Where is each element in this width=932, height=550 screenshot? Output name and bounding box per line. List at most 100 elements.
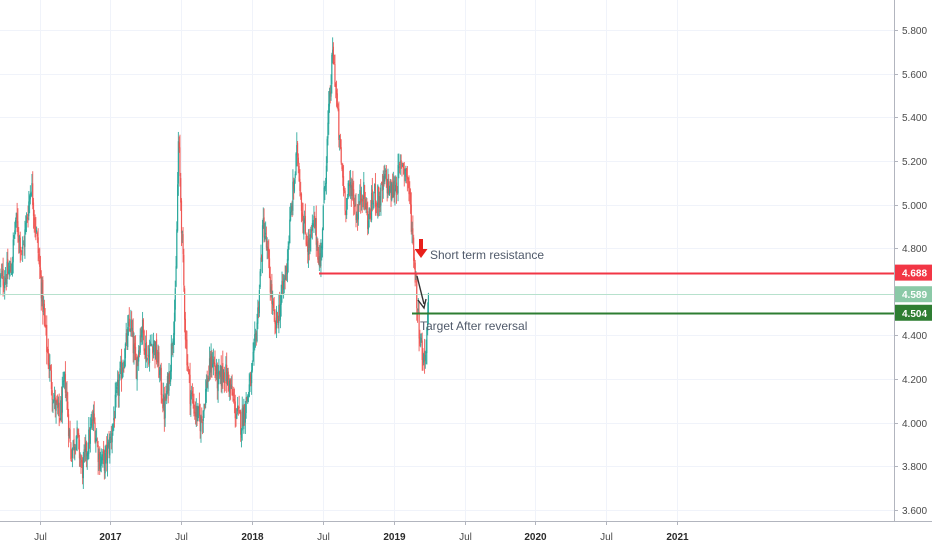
candle-body bbox=[20, 249, 22, 251]
candle-body bbox=[236, 405, 239, 412]
candle-body bbox=[148, 355, 150, 365]
short-term-resistance-annotation[interactable]: Short term resistance bbox=[414, 239, 545, 262]
candle-body bbox=[284, 275, 286, 279]
time-tick-label: Jul bbox=[600, 532, 613, 543]
grid bbox=[0, 0, 894, 521]
candle-body bbox=[99, 452, 101, 470]
candle-body bbox=[307, 239, 310, 255]
candle-body bbox=[68, 429, 70, 438]
candle-body bbox=[415, 278, 417, 280]
candle-body bbox=[90, 423, 92, 425]
candle-body bbox=[29, 193, 31, 200]
candle-body bbox=[368, 208, 370, 220]
horizontal-levels[interactable] bbox=[0, 272, 894, 315]
time-axis[interactable]: Jul 2017 Jul 2018 Jul 2019 Jul 2020 Jul 2021 bbox=[34, 521, 689, 543]
candle-body bbox=[140, 334, 142, 336]
candle-body bbox=[150, 343, 152, 345]
candle-body bbox=[321, 246, 323, 249]
candle-body bbox=[78, 439, 81, 459]
candle-body bbox=[188, 369, 190, 376]
candle-body bbox=[196, 407, 198, 422]
candle-body bbox=[229, 379, 232, 388]
candle-body bbox=[66, 391, 68, 400]
candle-body bbox=[313, 215, 315, 221]
candle-body bbox=[133, 344, 135, 354]
candle-body bbox=[358, 204, 360, 206]
candle-body bbox=[215, 371, 217, 377]
candle-body bbox=[42, 279, 44, 313]
candle-body bbox=[194, 412, 197, 417]
candle-body bbox=[106, 444, 108, 461]
candle-body bbox=[104, 453, 106, 474]
candle-body bbox=[355, 203, 357, 221]
candle-body bbox=[244, 413, 246, 423]
candle-body bbox=[335, 83, 337, 88]
candle-body bbox=[251, 362, 253, 371]
candle-body bbox=[57, 402, 60, 408]
target-annotation[interactable]: Target After reversal bbox=[416, 275, 527, 333]
candle-body bbox=[361, 198, 363, 202]
candle-body bbox=[0, 273, 3, 275]
candle-body bbox=[311, 223, 313, 231]
candle-body bbox=[159, 370, 161, 375]
candle-body bbox=[113, 417, 116, 422]
candle-body bbox=[91, 419, 93, 427]
resistance-price-tag: 4.688 bbox=[895, 264, 932, 281]
candle-body bbox=[232, 392, 234, 397]
candle-body bbox=[157, 351, 159, 363]
candle-body bbox=[400, 160, 402, 162]
candle-body bbox=[278, 304, 280, 324]
candle-body bbox=[59, 418, 61, 421]
candle-body bbox=[333, 62, 335, 64]
candle-body bbox=[114, 394, 116, 419]
price-tick-label: 4.000 bbox=[902, 419, 927, 430]
candle-body bbox=[108, 442, 110, 454]
candle-body bbox=[356, 213, 358, 220]
candle-body bbox=[264, 235, 266, 240]
candle-body bbox=[247, 395, 249, 402]
candle-body bbox=[195, 405, 197, 417]
candle-body bbox=[31, 183, 33, 192]
candle-body bbox=[167, 374, 169, 394]
candle-body bbox=[231, 386, 233, 396]
candle-body bbox=[164, 396, 166, 419]
candle-body bbox=[406, 176, 409, 180]
candle-body bbox=[377, 185, 379, 208]
candle-body bbox=[223, 372, 225, 383]
candle-body bbox=[353, 189, 355, 205]
candle-body bbox=[261, 255, 263, 260]
candle-body bbox=[207, 378, 209, 389]
candle-body bbox=[202, 410, 204, 421]
candle-body bbox=[420, 344, 422, 346]
candle-body bbox=[173, 312, 176, 335]
candle-body bbox=[177, 184, 179, 231]
candle-body bbox=[344, 190, 346, 211]
candle-body bbox=[128, 318, 130, 327]
candle-body bbox=[110, 438, 112, 440]
candle-body bbox=[391, 183, 393, 200]
candle-body bbox=[360, 198, 363, 200]
candle-body bbox=[324, 186, 326, 189]
candle-body bbox=[261, 225, 264, 262]
candle-body bbox=[155, 339, 158, 362]
candle-body bbox=[219, 365, 222, 378]
price-tags: 4.688 4.589 4.504 bbox=[895, 264, 932, 321]
candle-body bbox=[168, 371, 170, 391]
candle-body bbox=[166, 376, 169, 393]
candle-body bbox=[7, 259, 9, 276]
candle-body bbox=[230, 384, 232, 390]
candle-body bbox=[124, 343, 127, 359]
candle-body bbox=[339, 138, 342, 149]
candle-body bbox=[338, 108, 340, 141]
candle-body bbox=[94, 422, 96, 443]
candle-body bbox=[326, 138, 328, 163]
price-axis[interactable]: 5.800 5.600 5.400 5.200 5.000 4.800 4.400 4.200… bbox=[894, 26, 927, 517]
candle-body bbox=[384, 170, 387, 172]
candle-body bbox=[378, 196, 380, 208]
candle-body bbox=[286, 258, 289, 275]
candle-body bbox=[304, 215, 306, 234]
candle-body bbox=[138, 352, 141, 354]
candle-body bbox=[421, 340, 423, 360]
candle-body bbox=[184, 318, 186, 340]
